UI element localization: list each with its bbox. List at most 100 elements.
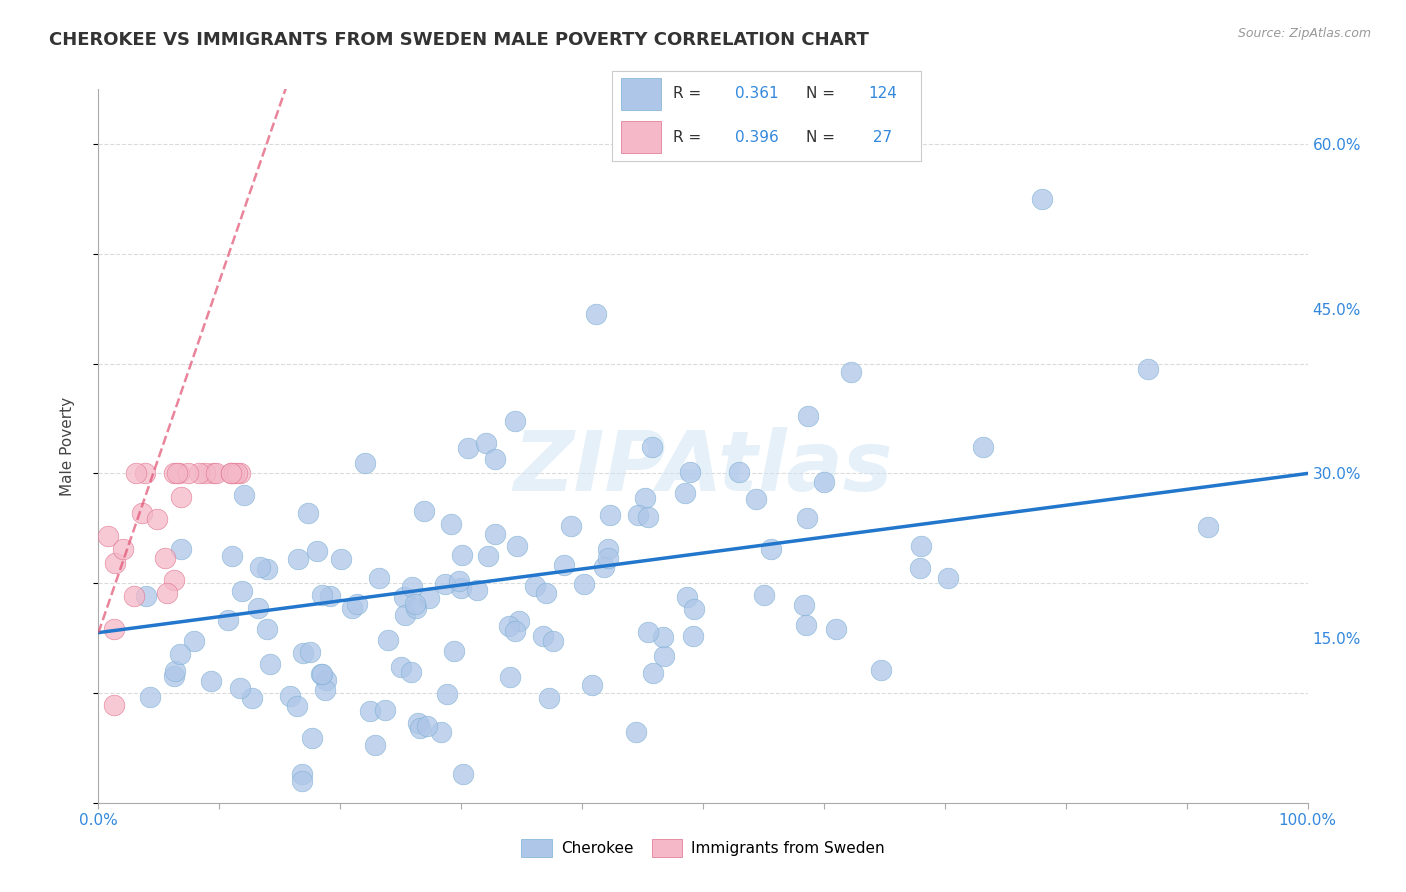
Point	[585, 307, 607, 321]
Text: N =: N =	[807, 87, 841, 101]
Bar	[621, 121, 661, 153]
Point	[103, 698, 125, 713]
Point	[418, 591, 440, 606]
Point	[367, 571, 389, 585]
Text: 124: 124	[869, 87, 897, 101]
Point	[247, 600, 270, 615]
Point	[97, 529, 120, 543]
Point	[122, 589, 145, 603]
Point	[498, 619, 520, 633]
Point	[406, 715, 429, 730]
Text: Source: ZipAtlas.com: Source: ZipAtlas.com	[1237, 27, 1371, 40]
Point	[652, 648, 675, 663]
Point	[451, 767, 474, 781]
Point	[430, 725, 453, 739]
Point	[298, 645, 321, 659]
Point	[598, 551, 620, 566]
Point	[673, 486, 696, 500]
Point	[155, 550, 177, 565]
Point	[292, 646, 315, 660]
Point	[553, 558, 575, 572]
Point	[633, 491, 655, 506]
Point	[311, 588, 333, 602]
Point	[374, 703, 396, 717]
Point	[972, 440, 994, 454]
Point	[443, 644, 465, 658]
Point	[759, 542, 782, 557]
Point	[465, 583, 488, 598]
Point	[825, 622, 848, 636]
Point	[163, 665, 186, 679]
Point	[392, 590, 415, 604]
Point	[156, 586, 179, 600]
Point	[311, 667, 333, 681]
Point	[353, 457, 375, 471]
Point	[572, 577, 595, 591]
Point	[301, 731, 323, 746]
Point	[637, 509, 659, 524]
Point	[291, 773, 314, 788]
Point	[796, 409, 818, 423]
Point	[163, 467, 186, 481]
Point	[205, 467, 228, 481]
Point	[408, 721, 430, 735]
Point	[315, 673, 337, 687]
Point	[745, 491, 768, 506]
Point	[169, 647, 191, 661]
Point	[627, 508, 650, 522]
Point	[134, 467, 156, 481]
Point	[183, 633, 205, 648]
Point	[131, 506, 153, 520]
Point	[307, 544, 329, 558]
Point	[222, 467, 245, 481]
Point	[436, 687, 458, 701]
Point	[796, 511, 818, 525]
Point	[538, 691, 561, 706]
Text: 0.361: 0.361	[735, 87, 779, 101]
Point	[752, 588, 775, 602]
Point	[593, 559, 616, 574]
Point	[401, 581, 423, 595]
Point	[240, 690, 263, 705]
Point	[125, 467, 148, 481]
Point	[346, 597, 368, 611]
Point	[531, 629, 554, 643]
Point	[329, 552, 352, 566]
Point	[682, 602, 704, 616]
Point	[506, 539, 529, 553]
Point	[643, 666, 665, 681]
Point	[187, 467, 209, 481]
Point	[259, 657, 281, 671]
Point	[936, 571, 959, 585]
Point	[679, 465, 702, 479]
Point	[225, 467, 247, 481]
Point	[503, 413, 526, 427]
Text: R =: R =	[673, 87, 707, 101]
Point	[219, 467, 242, 481]
Point	[499, 670, 522, 684]
Point	[217, 613, 239, 627]
Point	[624, 725, 647, 739]
Point	[256, 562, 278, 576]
Point	[104, 556, 127, 570]
Point	[221, 549, 243, 563]
Text: N =: N =	[807, 130, 841, 145]
Point	[394, 607, 416, 622]
Point	[162, 669, 184, 683]
Point	[413, 504, 436, 518]
Text: CHEROKEE VS IMMIGRANTS FROM SWEDEN MALE POVERTY CORRELATION CHART: CHEROKEE VS IMMIGRANTS FROM SWEDEN MALE …	[49, 31, 869, 49]
Point	[377, 633, 399, 648]
Point	[146, 512, 169, 526]
Point	[813, 475, 835, 489]
Point	[910, 540, 932, 554]
Point	[231, 584, 253, 599]
Point	[599, 508, 621, 522]
Point	[340, 601, 363, 615]
Point	[219, 467, 242, 481]
Point	[641, 440, 664, 454]
Point	[652, 630, 675, 644]
Point	[560, 518, 582, 533]
Point	[163, 573, 186, 587]
Point	[404, 597, 426, 611]
Point	[399, 665, 422, 679]
